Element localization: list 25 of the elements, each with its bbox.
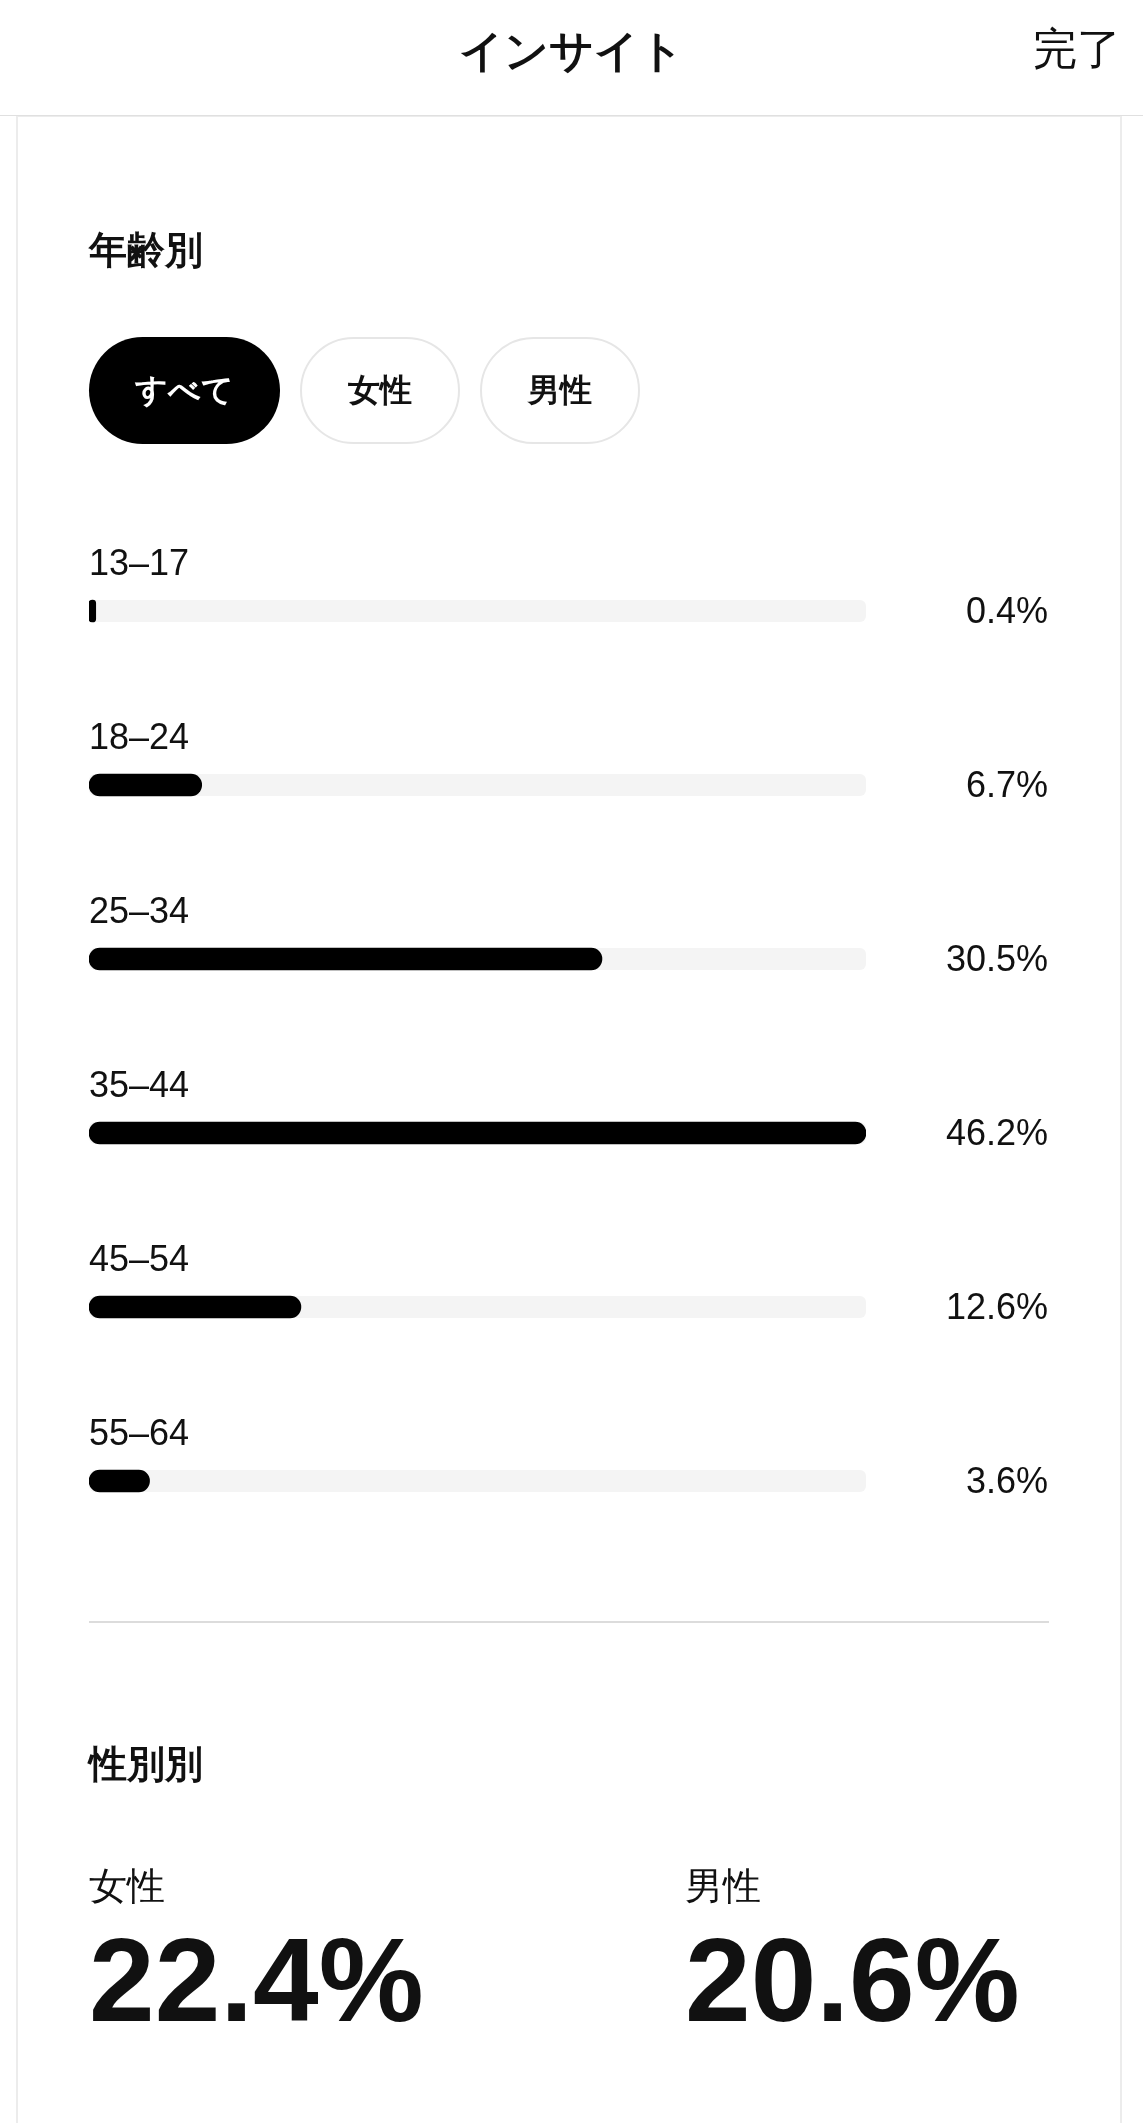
bar: [89, 1295, 302, 1319]
text: 男性: [480, 337, 640, 444]
text: すべて: [89, 337, 280, 444]
y-tick-label: 18–24: [89, 716, 190, 757]
text: 性別別: [89, 1742, 203, 1787]
category-label: 女性: [89, 1864, 166, 1909]
y-tick-label: 25–34: [89, 890, 190, 931]
y-tick-label: 55–64: [89, 1412, 190, 1453]
y-tick-label: 35–44: [89, 1064, 190, 1105]
y-tick-label: 13–17: [89, 542, 190, 583]
text: 完了: [1033, 23, 1121, 75]
data-label: 20.6%: [685, 1914, 1020, 2046]
data-label: 30.5%: [945, 937, 1048, 979]
data-label: 6.7%: [965, 763, 1048, 805]
data-label: 3.6%: [965, 1459, 1048, 1501]
text: インサイト: [459, 26, 684, 75]
text: 女性: [300, 337, 460, 444]
chart-title: 年齢別: [89, 228, 203, 273]
data-label: 12.6%: [945, 1285, 1048, 1327]
data-label: 0.4%: [965, 589, 1048, 631]
y-tick-label: 45–54: [89, 1238, 190, 1279]
category-label: 男性: [685, 1864, 762, 1909]
data-label: 46.2%: [945, 1111, 1048, 1153]
bar: [89, 773, 203, 797]
data-label: 22.4%: [89, 1914, 424, 2046]
